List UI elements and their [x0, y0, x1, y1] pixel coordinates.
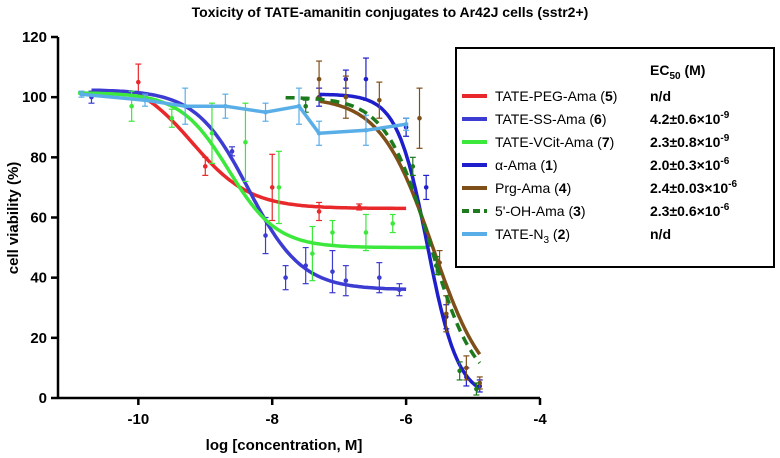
- series-layer: [78, 57, 483, 396]
- legend: EC50 (M) TATE-PEG-Ama (5) n/d TATE-SS-Ama …: [455, 47, 775, 268]
- x-axis-title: log [concentration, M]: [206, 437, 363, 454]
- axes: 0 20 40 60 80 100 120 -10 -8 -6 -4: [22, 29, 547, 428]
- legend-ec-value: 2.3±0.8×10-9: [650, 133, 730, 150]
- legend-label: TATE-PEG-Ama (5): [495, 88, 617, 104]
- data-point: [330, 269, 335, 274]
- data-point: [202, 164, 208, 169]
- y-tick-label: 100: [22, 89, 47, 106]
- legend-label: α-Ama (1): [495, 157, 558, 173]
- series-7: [78, 90, 427, 282]
- legend-item: TATE-SS-Ama (6) 4.2±0.6×10-9: [462, 110, 730, 127]
- data-point: [343, 278, 349, 283]
- legend-box: [455, 47, 775, 268]
- series-2: [78, 87, 410, 146]
- y-tick-label: 60: [30, 210, 47, 227]
- legend-label: 5'-OH-Ama (3): [495, 203, 586, 219]
- data-point: [410, 164, 416, 169]
- data-point: [316, 209, 322, 214]
- data-point: [474, 386, 479, 392]
- legend-item: TATE-N3 (2) n/d: [462, 226, 671, 246]
- legend-ec-value: 4.2±0.6×10-9: [650, 110, 730, 127]
- data-point: [229, 149, 235, 154]
- y-tick-label: 20: [30, 330, 47, 347]
- legend-item: Prg-Ama (4) 2.4±0.03×10-6: [462, 179, 737, 196]
- legend-ec-value: 2.3±0.6×10-6: [650, 202, 730, 219]
- x-tick-label: -8: [266, 411, 279, 428]
- y-tick-label: 0: [39, 390, 47, 407]
- x-tick-label: -6: [399, 411, 412, 428]
- data-point: [464, 365, 469, 371]
- legend-ec-value: 2.4±0.03×10-6: [650, 179, 737, 196]
- data-point: [423, 185, 429, 190]
- data-point: [377, 275, 382, 280]
- data-point: [129, 103, 134, 109]
- data-point: [276, 185, 282, 190]
- series-line: [81, 92, 407, 136]
- legend-ec-value: n/d: [650, 88, 671, 104]
- y-axis-title: cell viability (%): [5, 162, 22, 275]
- y-ticks: 0 20 40 60 80 100 120: [22, 29, 58, 407]
- legend-rows: TATE-PEG-Ama (5) n/d TATE-SS-Ama (6) 4.2±0.…: [462, 88, 737, 246]
- data-point: [269, 185, 275, 190]
- data-point: [136, 79, 141, 85]
- legend-ec-header: EC50 (M): [650, 62, 705, 82]
- series-line: [137, 92, 407, 211]
- data-point: [263, 233, 268, 238]
- series-4: [316, 60, 483, 390]
- data-point: [457, 368, 462, 374]
- data-point: [310, 251, 315, 256]
- legend-item: TATE-VCit-Ama (7) 2.3±0.8×10-9: [462, 133, 730, 150]
- data-point: [390, 221, 396, 226]
- series-6: [88, 88, 407, 297]
- legend-ec-value: n/d: [650, 226, 671, 242]
- series-line: [91, 88, 407, 291]
- data-point: [316, 76, 322, 82]
- data-point: [209, 130, 215, 136]
- data-point: [417, 115, 422, 121]
- series-line: [318, 99, 482, 356]
- data-point: [477, 380, 483, 386]
- data-point: [377, 97, 382, 103]
- x-ticks: -10 -8 -6 -4: [127, 398, 547, 428]
- data-point: [363, 230, 369, 235]
- data-point: [343, 94, 349, 100]
- data-point: [243, 139, 248, 145]
- x-tick-label: -4: [533, 411, 547, 428]
- y-tick-label: 40: [30, 270, 47, 287]
- data-point: [169, 115, 175, 121]
- series-line: [78, 91, 427, 250]
- legend-label: TATE-VCit-Ama (7): [495, 134, 614, 150]
- legend-item: α-Ama (1) 2.0±0.3×10-6: [462, 156, 730, 173]
- y-tick-label: 120: [22, 29, 47, 46]
- data-point: [330, 230, 335, 235]
- data-point: [363, 76, 369, 82]
- x-tick-label: -10: [127, 411, 149, 428]
- legend-label: TATE-SS-Ama (6): [495, 111, 607, 127]
- chart-title: Toxicity of TATE-amanitin conjugates to …: [192, 4, 589, 20]
- legend-ec-value: 2.0±0.3×10-6: [650, 156, 730, 173]
- y-tick-label: 80: [30, 149, 47, 166]
- series-5: [135, 63, 407, 222]
- data-point: [283, 275, 288, 280]
- data-point: [443, 311, 449, 317]
- legend-label: Prg-Ama (4): [495, 180, 571, 196]
- legend-label: TATE-N3 (2): [495, 226, 570, 246]
- legend-item: TATE-PEG-Ama (5) n/d: [462, 88, 671, 104]
- legend-item: 5'-OH-Ama (3) 2.3±0.6×10-6: [462, 202, 730, 219]
- data-point: [303, 103, 308, 109]
